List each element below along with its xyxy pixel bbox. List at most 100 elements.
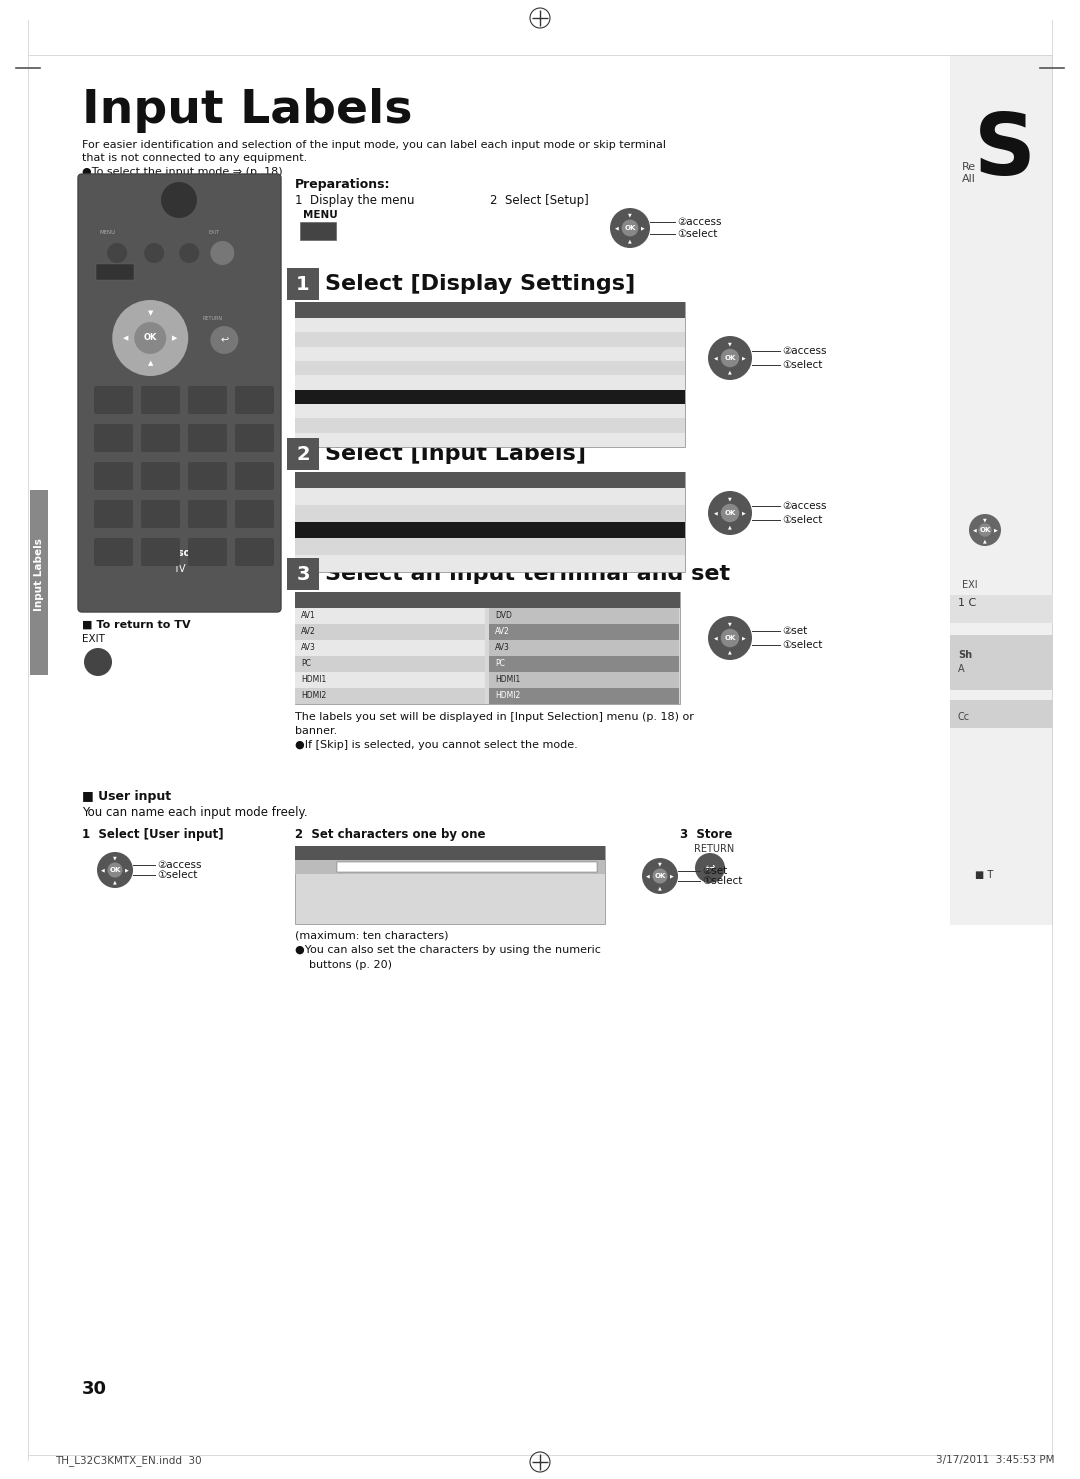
Bar [295,302,685,447]
Bar [950,595,1053,623]
Circle shape [214,243,234,263]
Text: AV3: AV3 [495,643,510,652]
Circle shape [161,182,197,217]
Text: Teletext Character Set: Teletext Character Set [301,509,387,518]
Text: ▲: ▲ [983,538,987,543]
FancyBboxPatch shape [141,424,180,453]
Text: Re: Re [962,163,976,172]
Circle shape [610,209,650,248]
Text: ↩: ↩ [705,861,715,874]
Text: VIERA Link Settings: VIERA Link Settings [301,407,376,416]
Bar [300,222,336,240]
Circle shape [211,241,234,265]
Text: HDMI2: HDMI2 [495,692,521,701]
Text: Floating Title Display: Floating Title Display [301,559,382,568]
Text: ▲: ▲ [728,370,732,374]
Text: 1  Display the menu: 1 Display the menu [295,194,415,207]
Bar [30,490,48,674]
Text: ◀: ◀ [714,510,717,516]
Text: 3 seconds: 3 seconds [498,543,536,552]
Circle shape [969,515,1001,546]
Text: s  t  u  v  w  x  y  z: s t u v w x y z [299,907,349,911]
Bar [295,859,605,874]
Text: System Menu: System Menu [301,435,353,444]
Text: OK: OK [654,873,665,879]
Text: ▼: ▼ [728,495,732,501]
Text: Child Lock: Child Lock [301,349,340,358]
Text: ①select: ①select [677,229,717,240]
Text: ▲: ▲ [113,879,117,884]
Text: Display Settings: Display Settings [300,475,370,484]
Text: OK: OK [980,527,990,532]
Text: (maximum: ten characters): (maximum: ten characters) [295,930,448,941]
Text: ●You can also set the characters by using the numeric: ●You can also set the characters by usin… [295,945,600,955]
Text: DivX® VOD: DivX® VOD [301,422,346,430]
Text: ▶: ▶ [742,636,746,640]
Text: English: English [498,509,526,518]
Circle shape [720,349,739,367]
Bar [489,671,679,688]
Text: EXI: EXI [962,580,977,590]
Text: EXIT: EXIT [208,231,219,235]
Circle shape [708,615,752,660]
Text: S  T  U  V  W  X  Y  Z: S T U V W X Y Z [299,886,354,890]
Circle shape [112,300,188,376]
Text: Off Timer: Off Timer [301,321,337,330]
Bar [489,657,679,671]
Text: ◀: ◀ [123,336,129,342]
Circle shape [708,336,752,380]
Bar [295,688,485,704]
Circle shape [179,243,199,263]
Bar [295,376,685,389]
FancyBboxPatch shape [235,538,274,566]
Bar [295,361,685,376]
Text: MENU: MENU [100,231,117,235]
Circle shape [652,868,667,883]
Text: ●To select the input mode ⇒ (p. 18): ●To select the input mode ⇒ (p. 18) [82,167,283,177]
Text: User Input: User Input [299,847,345,856]
Text: that is not connected to any equipment.: that is not connected to any equipment. [82,152,307,163]
Text: Input Labels: Input Labels [301,525,348,534]
FancyBboxPatch shape [94,424,133,453]
Bar [287,558,319,590]
Circle shape [978,524,991,537]
FancyBboxPatch shape [188,500,227,528]
Text: ▼: ▼ [629,213,632,217]
Text: Select an input terminal and set: Select an input terminal and set [325,563,730,584]
Text: Preparations:: Preparations: [295,177,391,191]
Bar [489,624,679,640]
Bar [295,318,685,333]
FancyBboxPatch shape [235,386,274,414]
Text: ①select: ①select [782,515,822,525]
Text: Tuning Menu: Tuning Menu [301,364,350,373]
Bar [295,389,685,404]
Text: Banner Display Timeout: Banner Display Timeout [301,543,393,552]
Bar [295,592,680,608]
Circle shape [696,853,725,883]
Text: ②access: ②access [782,346,826,356]
Text: AV3: AV3 [301,643,315,652]
Bar [295,657,485,671]
Bar [337,862,597,873]
Text: OK: OK [725,355,735,361]
Text: 3: 3 [296,565,310,584]
Circle shape [97,852,133,887]
Text: 2  Select [Setup]: 2 Select [Setup] [490,194,589,207]
Text: ◀: ◀ [714,355,717,361]
Text: ▶: ▶ [173,336,177,342]
Circle shape [134,322,166,353]
FancyBboxPatch shape [188,461,227,490]
Text: ▶: ▶ [994,528,997,532]
Text: ◀: ◀ [714,636,717,640]
Text: Select [Input Labels]: Select [Input Labels] [325,444,586,464]
Bar [295,346,685,361]
Text: 1  Select [User input]: 1 Select [User input] [82,828,224,842]
Text: ◀: ◀ [973,528,976,532]
Circle shape [622,219,638,237]
Text: The labels you set will be displayed in [Input Selection] menu (p. 18) or: The labels you set will be displayed in … [295,711,693,722]
Text: AV2: AV2 [301,627,315,636]
Text: TH_L32C3KMTX_EN.indd  30: TH_L32C3KMTX_EN.indd 30 [55,1455,202,1466]
Text: 1 C: 1 C [958,598,976,608]
FancyBboxPatch shape [235,500,274,528]
Bar [295,846,605,924]
